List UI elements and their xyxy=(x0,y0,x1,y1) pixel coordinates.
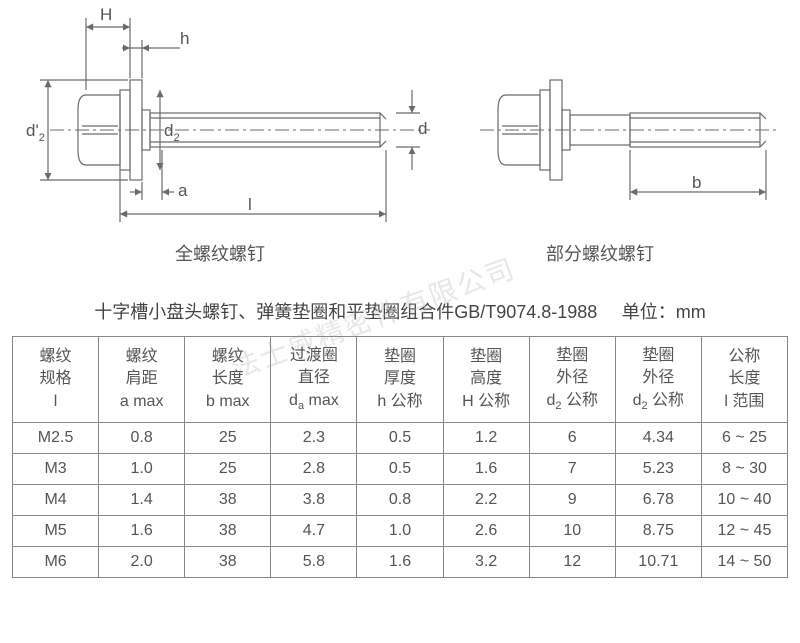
table-cell: 6 xyxy=(529,423,615,454)
table-row: M31.0252.80.51.675.238 ~ 30 xyxy=(13,454,788,485)
table-row: M2.50.8252.30.51.264.346 ~ 25 xyxy=(13,423,788,454)
caption-full-thread: 全螺纹螺钉 xyxy=(20,240,420,266)
table-cell: 3.2 xyxy=(443,547,529,578)
table-row: M62.0385.81.63.21210.7114 ~ 50 xyxy=(13,547,788,578)
table-cell: 8.75 xyxy=(615,516,701,547)
table-cell: 12 xyxy=(529,547,615,578)
screw-diagram-svg: H h d'2 d2 d a l b xyxy=(0,0,800,240)
label-a: a xyxy=(178,181,188,200)
table-cell: 0.5 xyxy=(357,454,443,485)
table-cell: 0.8 xyxy=(357,485,443,516)
table-cell: 1.2 xyxy=(443,423,529,454)
table-cell: 38 xyxy=(185,516,271,547)
table-cell: M6 xyxy=(13,547,99,578)
label-l: l xyxy=(248,195,252,214)
table-cell: 1.0 xyxy=(99,454,185,485)
table-cell: 1.4 xyxy=(99,485,185,516)
table-cell: 2.3 xyxy=(271,423,357,454)
column-header: 公称长度l 范围 xyxy=(701,337,787,423)
table-cell: M2.5 xyxy=(13,423,99,454)
table-cell: 4.7 xyxy=(271,516,357,547)
table-cell: 7 xyxy=(529,454,615,485)
table-cell: 6.78 xyxy=(615,485,701,516)
table-cell: 0.8 xyxy=(99,423,185,454)
table-cell: 10.71 xyxy=(615,547,701,578)
label-H: H xyxy=(100,5,112,24)
column-header: 垫圈高度H 公称 xyxy=(443,337,529,423)
spec-table-wrap: 螺纹规格l螺纹肩距a max螺纹长度b max过渡圈直径da max垫圈厚度h … xyxy=(12,336,788,578)
table-cell: 10 ~ 40 xyxy=(701,485,787,516)
table-cell: M5 xyxy=(13,516,99,547)
table-title: 十字槽小盘头螺钉、弹簧垫圈和平垫圈组合件GB/T9074.8-1988 xyxy=(94,302,597,322)
label-d2prime: d'2 xyxy=(26,121,45,144)
column-header: 螺纹长度b max xyxy=(185,337,271,423)
label-b: b xyxy=(692,173,701,192)
table-cell: 9 xyxy=(529,485,615,516)
title-row: 十字槽小盘头螺钉、弹簧垫圈和平垫圈组合件GB/T9074.8-1988 单位：m… xyxy=(0,298,800,324)
column-header: 垫圈外径d2 公称 xyxy=(529,337,615,423)
label-d: d xyxy=(418,119,427,138)
table-cell: 1.6 xyxy=(357,547,443,578)
column-header: 过渡圈直径da max xyxy=(271,337,357,423)
diagram-area: H h d'2 d2 d a l b xyxy=(0,0,800,260)
table-cell: 2.6 xyxy=(443,516,529,547)
table-cell: 38 xyxy=(185,485,271,516)
label-d2: d2 xyxy=(164,121,180,144)
diagram-captions: 全螺纹螺钉 部分螺纹螺钉 xyxy=(0,240,800,266)
spec-table: 螺纹规格l螺纹肩距a max螺纹长度b max过渡圈直径da max垫圈厚度h … xyxy=(12,336,788,578)
table-cell: 12 ~ 45 xyxy=(701,516,787,547)
table-cell: 3.8 xyxy=(271,485,357,516)
column-header: 垫圈外径d2 公称 xyxy=(615,337,701,423)
unit-label: 单位：mm xyxy=(622,302,706,322)
table-cell: 4.34 xyxy=(615,423,701,454)
table-cell: 2.2 xyxy=(443,485,529,516)
table-cell: 8 ~ 30 xyxy=(701,454,787,485)
table-cell: 25 xyxy=(185,454,271,485)
table-cell: 1.6 xyxy=(99,516,185,547)
table-cell: 2.8 xyxy=(271,454,357,485)
table-cell: 5.23 xyxy=(615,454,701,485)
column-header: 螺纹肩距a max xyxy=(99,337,185,423)
table-cell: 10 xyxy=(529,516,615,547)
table-cell: M3 xyxy=(13,454,99,485)
table-cell: 2.0 xyxy=(99,547,185,578)
table-cell: 1.0 xyxy=(357,516,443,547)
column-header: 垫圈厚度h 公称 xyxy=(357,337,443,423)
table-cell: 1.6 xyxy=(443,454,529,485)
table-cell: 0.5 xyxy=(357,423,443,454)
table-row: M41.4383.80.82.296.7810 ~ 40 xyxy=(13,485,788,516)
table-cell: 14 ~ 50 xyxy=(701,547,787,578)
table-row: M51.6384.71.02.6108.7512 ~ 45 xyxy=(13,516,788,547)
column-header: 螺纹规格l xyxy=(13,337,99,423)
caption-partial-thread: 部分螺纹螺钉 xyxy=(420,240,780,266)
table-cell: 5.8 xyxy=(271,547,357,578)
table-cell: 38 xyxy=(185,547,271,578)
label-h: h xyxy=(180,29,189,48)
table-cell: 6 ~ 25 xyxy=(701,423,787,454)
table-cell: 25 xyxy=(185,423,271,454)
table-cell: M4 xyxy=(13,485,99,516)
